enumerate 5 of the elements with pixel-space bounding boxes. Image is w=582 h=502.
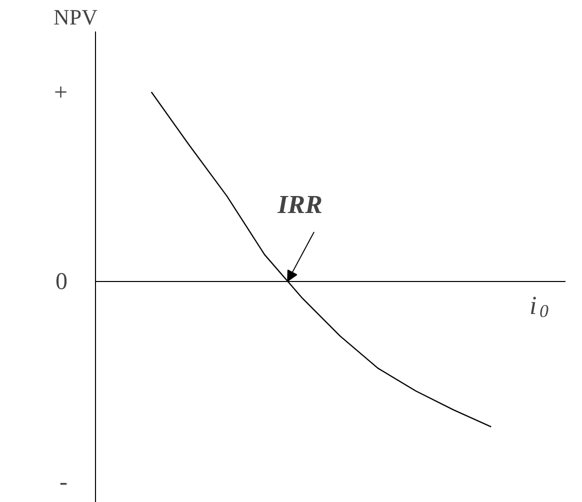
annotation: IRR <box>276 190 322 220</box>
text: + <box>54 80 68 106</box>
text: 0 <box>56 269 68 296</box>
y-axis-title: NPV <box>54 4 98 30</box>
text: - <box>60 470 68 496</box>
